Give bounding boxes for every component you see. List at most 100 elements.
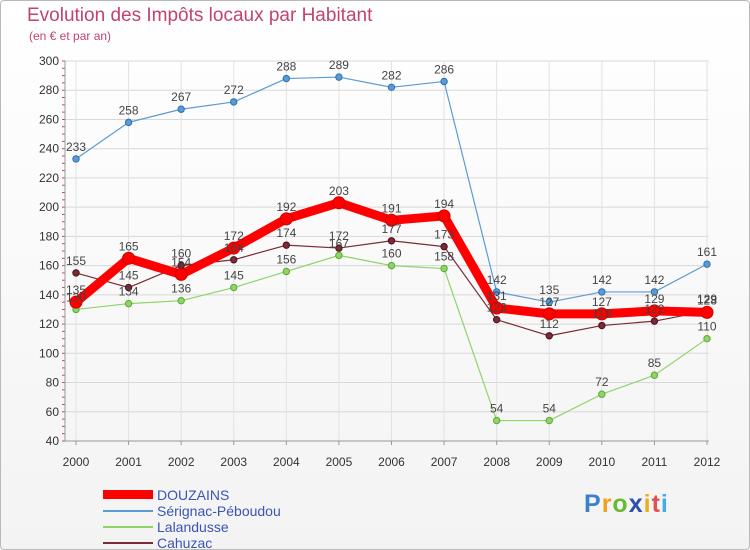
data-point xyxy=(650,371,659,379)
data-point xyxy=(490,301,504,315)
x-tick-label: 2012 xyxy=(694,455,721,469)
data-point xyxy=(387,261,396,270)
data-label: 167 xyxy=(329,236,349,250)
data-label: 233 xyxy=(66,140,86,154)
data-point xyxy=(545,332,553,340)
data-point xyxy=(332,196,346,210)
y-tick-label: 300 xyxy=(39,54,59,68)
data-point xyxy=(542,307,556,321)
data-point xyxy=(387,237,396,245)
data-point xyxy=(545,416,553,425)
data-label: 131 xyxy=(487,289,507,303)
legend-swatch xyxy=(103,510,153,512)
data-label: 154 xyxy=(171,255,191,269)
data-point xyxy=(335,73,343,81)
data-label: 122 xyxy=(644,302,664,316)
data-label: 130 xyxy=(66,290,86,304)
legend-label: DOUZAINS xyxy=(157,487,230,503)
chart-title: Evolution des Impôts locaux par Habitant xyxy=(27,5,373,26)
data-point xyxy=(124,118,133,127)
data-label: 272 xyxy=(224,83,244,97)
data-label: 135 xyxy=(66,283,86,297)
data-point xyxy=(72,269,80,277)
data-point xyxy=(492,288,501,296)
data-label: 286 xyxy=(434,62,454,76)
data-label: 72 xyxy=(595,375,609,389)
y-tick-label: 160 xyxy=(39,259,59,273)
data-label: 288 xyxy=(276,60,296,74)
legend-swatch xyxy=(103,526,153,528)
data-label: 127 xyxy=(592,295,612,309)
data-label: 155 xyxy=(66,254,86,268)
data-point xyxy=(545,298,553,306)
data-point xyxy=(703,334,711,343)
data-label: 173 xyxy=(434,228,454,242)
data-point xyxy=(177,296,185,305)
data-point xyxy=(598,321,606,330)
data-point xyxy=(440,242,448,251)
data-label: 194 xyxy=(434,197,454,211)
x-tick-label: 2007 xyxy=(431,455,458,469)
y-tick-label: 60 xyxy=(46,405,60,419)
data-label: 142 xyxy=(644,273,664,287)
data-point xyxy=(177,105,185,113)
data-label: 145 xyxy=(224,269,244,283)
x-tick-label: 2011 xyxy=(642,455,668,469)
x-tick-label: 2010 xyxy=(588,455,615,469)
data-label: 156 xyxy=(276,252,296,266)
data-point xyxy=(230,283,238,292)
legend-label: Sérignac-Péboudou xyxy=(157,503,281,519)
legend-swatch xyxy=(103,490,153,499)
data-label: 85 xyxy=(648,356,662,370)
data-label: 110 xyxy=(697,320,716,334)
data-label: 164 xyxy=(224,241,244,255)
data-label: 177 xyxy=(381,222,401,236)
data-label: 282 xyxy=(381,68,401,82)
y-tick-label: 100 xyxy=(39,346,59,360)
x-tick-label: 2006 xyxy=(378,455,405,469)
data-label: 267 xyxy=(171,90,191,104)
data-point xyxy=(650,288,659,296)
data-point xyxy=(124,299,133,308)
data-point xyxy=(647,304,661,318)
data-point xyxy=(385,213,398,227)
x-tick-label: 2000 xyxy=(63,455,90,469)
y-tick-label: 240 xyxy=(39,142,59,156)
data-label: 158 xyxy=(434,250,454,264)
x-axis: 2000 2001 2002 2003 2004 2005 2006 2007 2008 2009… xyxy=(63,455,721,469)
data-point xyxy=(174,267,188,281)
data-label: 174 xyxy=(276,226,296,240)
data-point xyxy=(598,390,606,398)
proxiti-logo: Proxiti xyxy=(584,490,669,518)
x-tick-label: 2008 xyxy=(483,455,510,469)
y-tick-label: 200 xyxy=(39,200,59,214)
x-tick-label: 2003 xyxy=(220,455,247,469)
y-tick-label: 280 xyxy=(39,83,59,97)
data-label: 142 xyxy=(487,273,507,287)
axes xyxy=(62,60,709,445)
data-point xyxy=(492,416,501,425)
series-group xyxy=(69,73,714,425)
data-label: 135 xyxy=(539,283,559,297)
data-point xyxy=(124,283,133,292)
data-label: 128 xyxy=(697,293,717,307)
data-point xyxy=(595,307,609,321)
data-label: 127 xyxy=(539,295,559,309)
data-point xyxy=(335,251,343,260)
data-point xyxy=(492,315,501,324)
data-point xyxy=(703,260,711,268)
data-label: 145 xyxy=(119,269,139,283)
data-point xyxy=(282,241,291,249)
legend-swatch xyxy=(103,542,153,544)
data-label: 112 xyxy=(540,317,559,331)
data-label: 191 xyxy=(381,201,401,215)
chart-subtitle: (en € et par an) xyxy=(29,29,112,43)
x-tick-label: 2009 xyxy=(536,455,563,469)
data-label: 134 xyxy=(119,285,139,299)
data-point xyxy=(700,305,714,319)
y-tick-label: 40 xyxy=(46,434,60,448)
data-point xyxy=(335,244,343,252)
